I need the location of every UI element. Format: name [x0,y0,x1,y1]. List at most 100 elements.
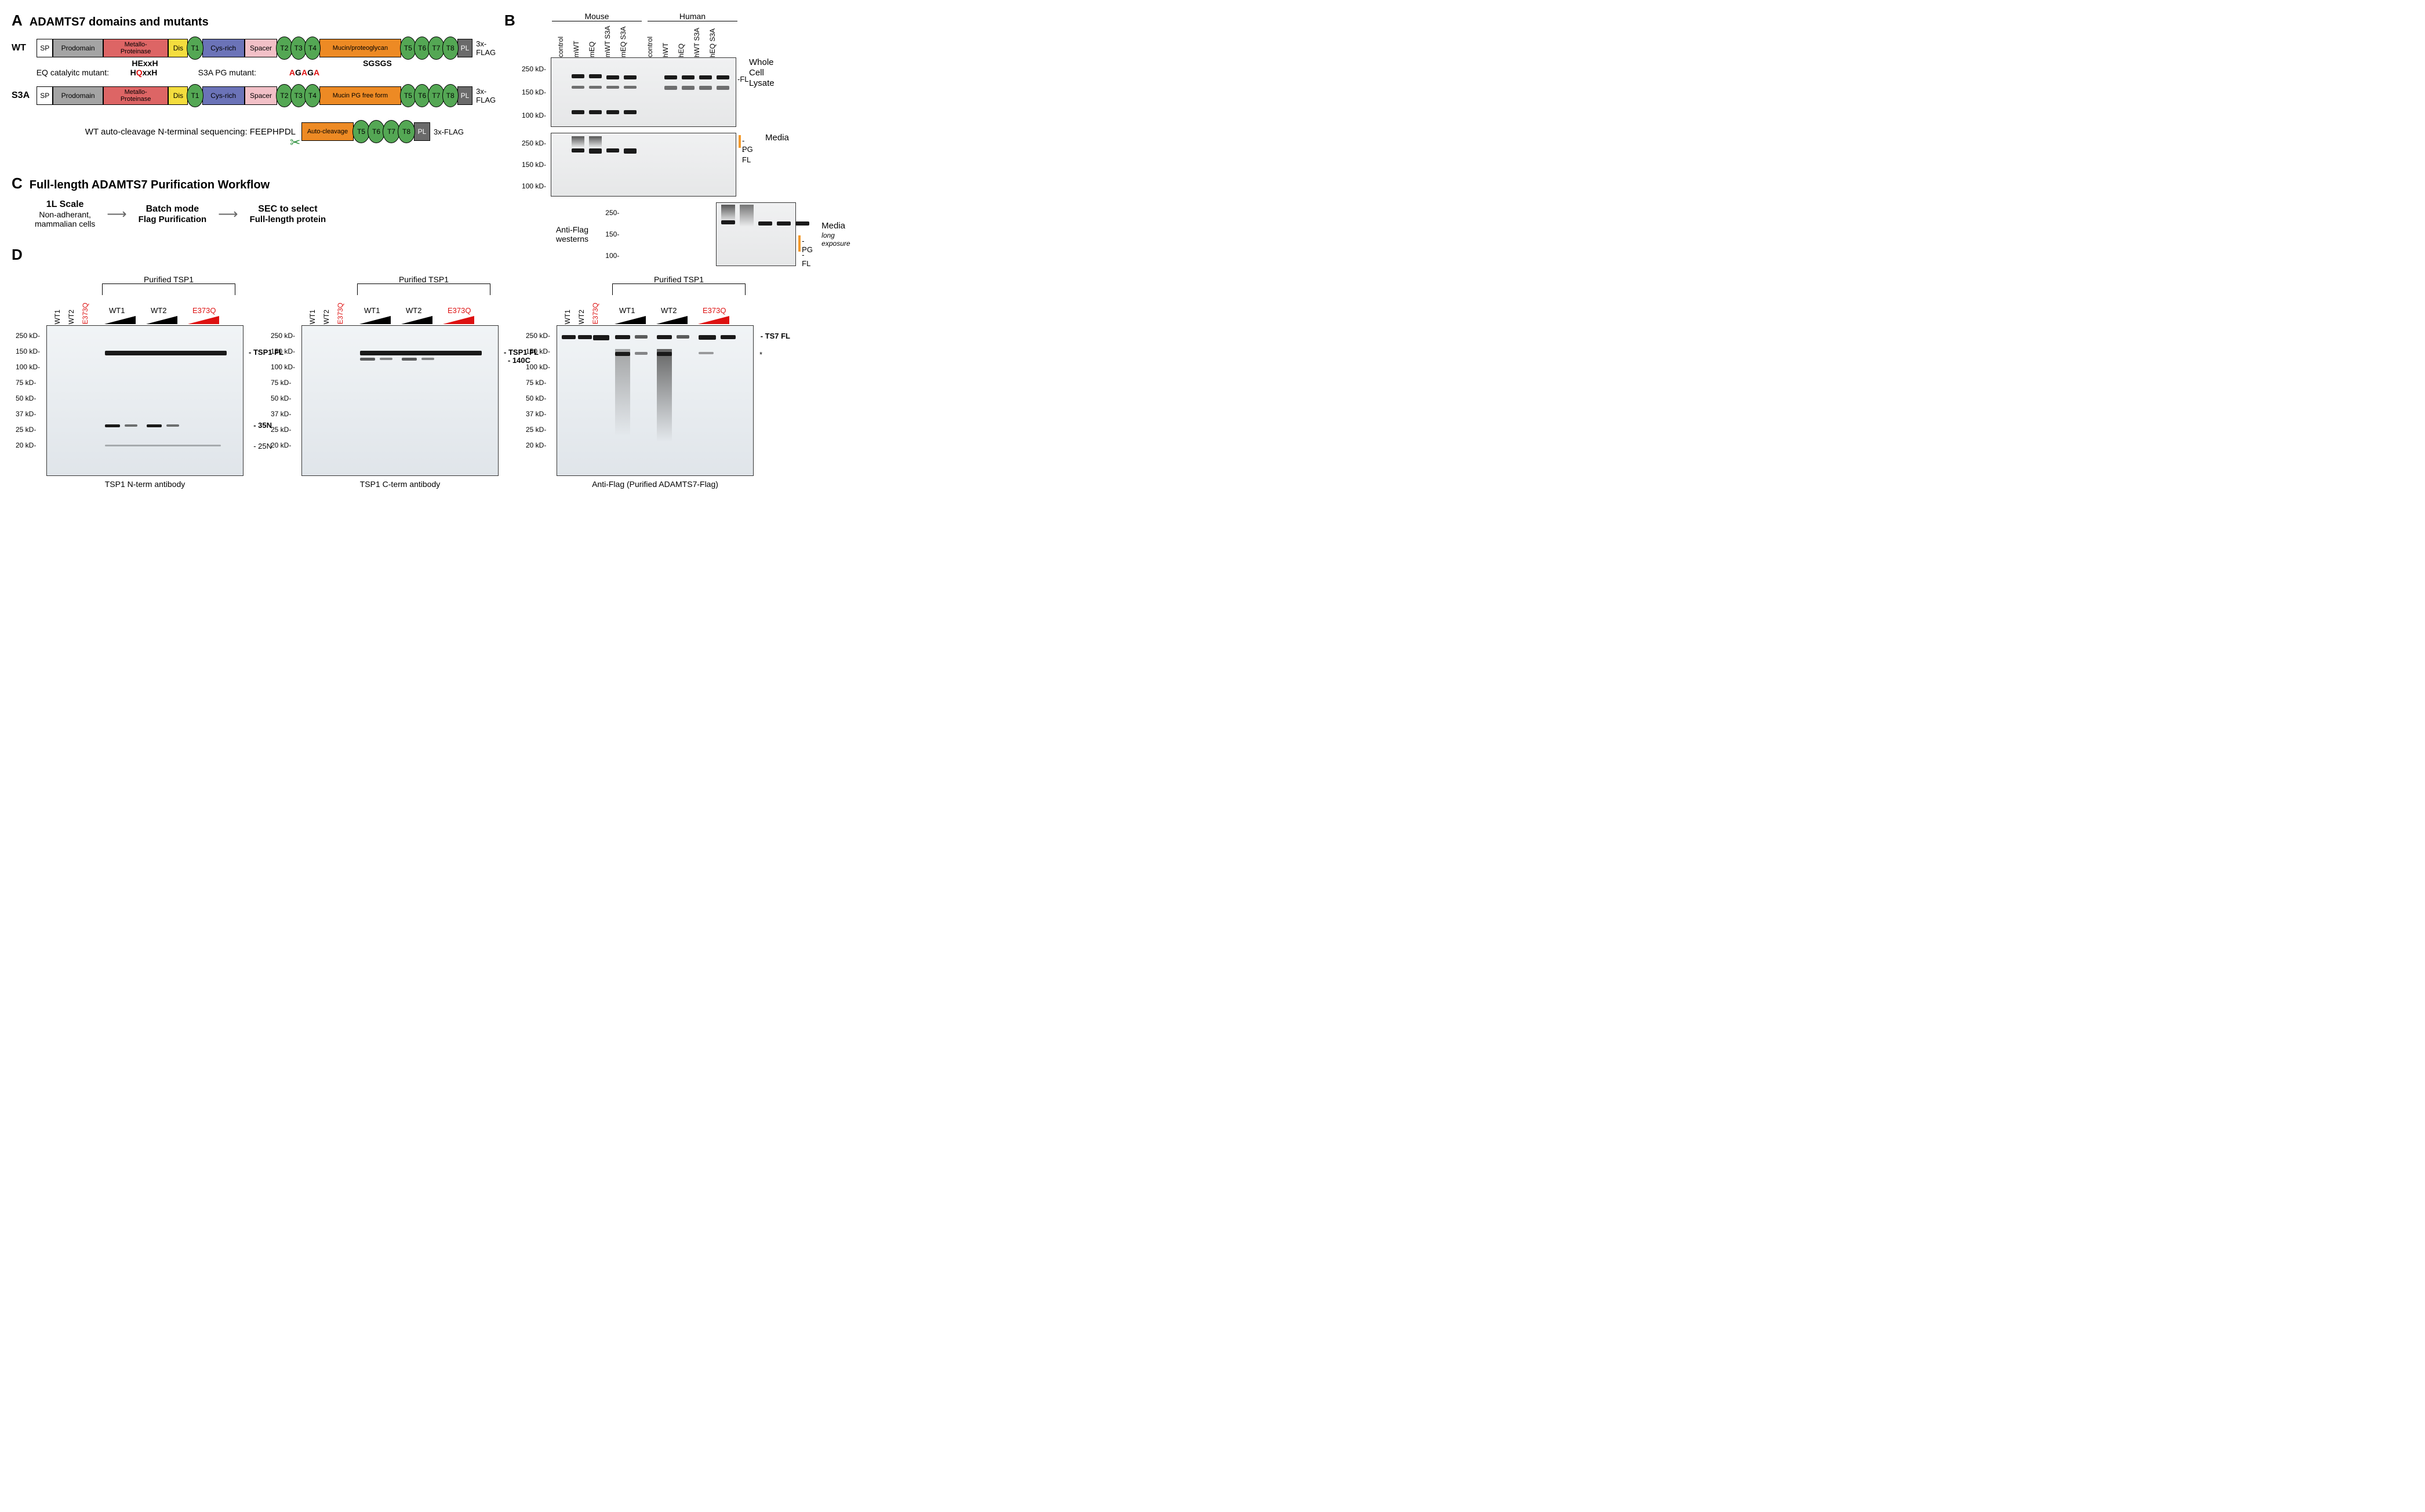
domain-cysrich: Cys-rich [202,39,245,57]
domain-t8: T8 [442,37,459,60]
domain-pl: PL [457,39,472,57]
lane-label: E373Q [336,303,344,324]
mw-marker: 150 kD- [16,347,40,355]
mw-marker: 100 kD- [16,363,40,371]
domain-t8: T8 [398,120,415,143]
panel-b-label: B [504,12,515,30]
lane-label: control [646,21,654,57]
band-35n: - 35N [253,421,272,430]
fl-marker: -FL [802,250,810,268]
lane-label: mWT [572,21,580,57]
domain-cysrich: Cys-rich [202,86,245,105]
eq-mutant-label: EQ catalyitc mutant: [12,68,109,77]
lane-label: control [557,21,565,57]
species-human: Human [648,12,737,21]
panel-d-label: D [12,246,23,263]
domain-spacer: Spacer [245,86,277,105]
panel-c-title: Full-length ADAMTS7 Purification Workflo… [30,179,270,192]
domain-mucin: Mucin/proteoglycan [319,39,401,57]
arrow-icon: ⟶ [107,206,126,223]
mw-marker: 250 kD- [16,332,40,340]
domain-metalloproteinase: Metallo- Proteinase [103,39,169,57]
flag-tag: 3x-FLAG [476,87,504,104]
mw-marker: 250 kD- [526,332,550,340]
mw-marker: 75 kD- [271,379,295,387]
sublane: E373Q [448,306,471,315]
wf-step3-sub: Full-length protein [250,215,326,224]
wf-step3-head: SEC to select [250,204,326,215]
lane-label: WT1 [563,310,572,324]
sgsgs-seq: SGSGS [334,59,421,68]
antiflag-label: Anti-Flag westerns [516,225,588,243]
band-25n: - 25N [253,442,272,450]
lane-label: E373Q [81,303,89,324]
band-ts7fl: - TS7 FL [761,332,790,340]
domain-t1: T1 [187,37,203,60]
lane-label: mEQ [588,21,596,57]
blot-media-long [716,202,796,266]
blot-media [551,133,736,197]
wf-step2-head: Batch mode [139,204,207,215]
lane-label: WT2 [577,310,586,324]
domain-prodomain: Prodomain [53,39,103,57]
domain-dis: Dis [168,39,188,57]
domain-sp: SP [37,86,53,105]
fl-marker: -FL [742,147,752,164]
panel-c-label: C [12,175,23,192]
mw-marker: 100 kD- [526,363,550,371]
hexxh-seq: HExxH [110,59,180,68]
domain-t4: T4 [304,37,321,60]
blot-label-media: Media [765,133,789,143]
blot-wcl [551,57,736,127]
blot-d2-caption: TSP1 C-term antibody [301,479,499,489]
wf-step1-sub: Non-adherant, mammalian cells [35,210,95,228]
sublane: WT1 [109,306,125,315]
lane-label: hEQ S3A [708,21,717,57]
sublane: WT1 [364,306,380,315]
sublane: WT2 [151,306,166,315]
arrow-icon: ⟶ [218,206,238,223]
panel-a-title: ADAMTS7 domains and mutants [30,16,209,29]
scissors-icon: ✂ [290,135,300,150]
sublane: WT2 [661,306,677,315]
mw-marker: 50 kD- [526,394,550,402]
mw-marker: 25 kD- [526,426,550,434]
mw-marker: 25 kD- [271,426,295,434]
blot-d3-caption: Anti-Flag (Purified ADAMTS7-Flag) [557,479,754,489]
mw-marker: 150 kD- [516,161,546,169]
domain-sp: SP [37,39,53,57]
domain-spacer: Spacer [245,39,277,57]
mw-marker: 250 kD- [271,332,295,340]
lane-label: mEQ S3A [619,21,627,57]
mw-marker: 37 kD- [526,410,550,418]
mw-marker: 20 kD- [16,441,40,449]
fl-marker: -FL [737,75,749,83]
domain-pl: PL [457,86,472,105]
mw-marker: 37 kD- [16,410,40,418]
s3a-mutant-seq: AGAGA [261,68,348,77]
wf-step1-head: 1L Scale [35,199,95,210]
lane-label: WT1 [53,310,61,324]
blot-d2: 250 kD- 150 kD- 100 kD- 75 kD- 50 kD- 37… [301,325,499,476]
mw-marker: 150 kD- [516,88,546,96]
mw-marker: 250 kD- [516,65,546,73]
lane-label: WT2 [67,310,75,324]
sublane: E373Q [192,306,216,315]
blot-label-media-long: Media [821,221,858,231]
sublane: WT1 [619,306,635,315]
s3a-label: S3A [12,90,37,101]
long-exposure-label: long exposure [821,231,858,248]
eq-mutant-seq: HQxxH [109,68,179,77]
blot-label-wcl: Whole Cell Lysate [749,57,775,89]
tsp-box-label: Purified TSP1 [358,275,490,284]
mw-marker: 37 kD- [271,410,295,418]
mw-marker: 20 kD- [526,441,550,449]
domain-metalloproteinase: Metallo- Proteinase [103,86,169,105]
mw-marker: 100 kD- [516,111,546,119]
mw-marker: 50 kD- [16,394,40,402]
mw-marker: 75 kD- [16,379,40,387]
mw-marker: 25 kD- [16,426,40,434]
blot-d1: 250 kD- 150 kD- 100 kD- 75 kD- 50 kD- 37… [46,325,243,476]
mw-marker: 50 kD- [271,394,295,402]
species-mouse: Mouse [552,12,642,21]
